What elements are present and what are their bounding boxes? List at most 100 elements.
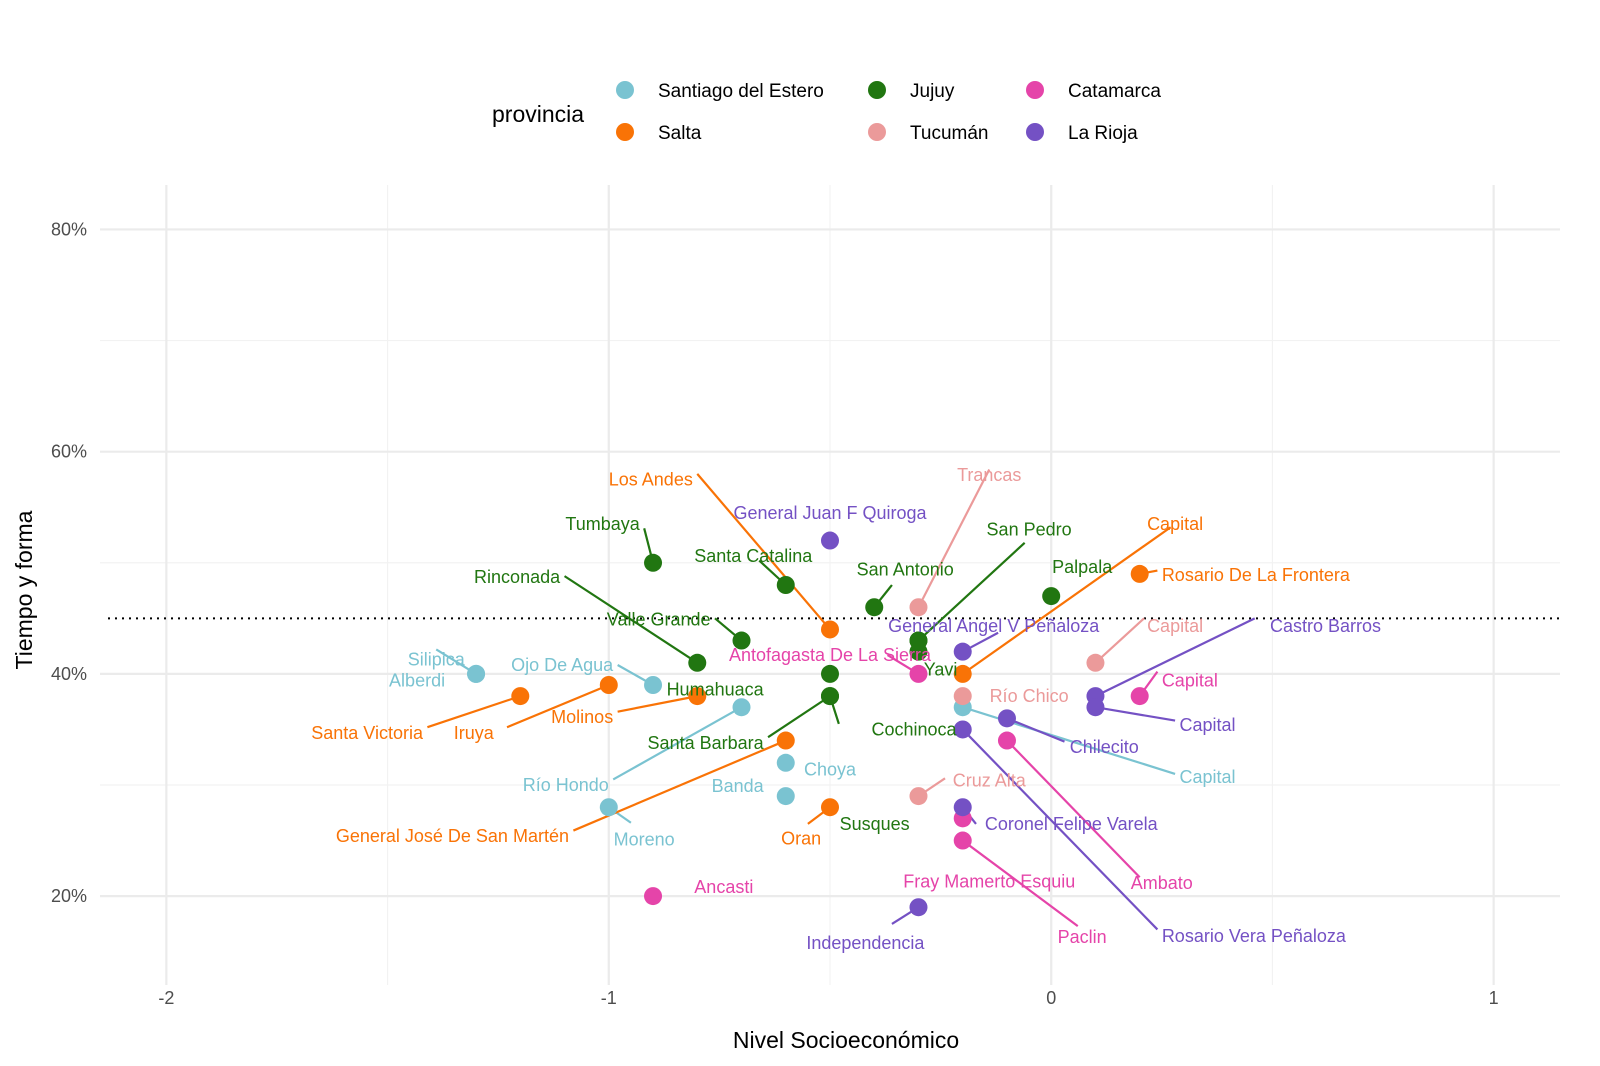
data-point-tucuman	[1086, 653, 1105, 672]
data-point-jujuy	[821, 687, 839, 706]
point-label: Choya	[804, 759, 857, 779]
point-label: San Antonio	[857, 559, 954, 579]
legend-label-catamarca: Catamarca	[1068, 81, 1161, 102]
point-label: Capital	[1162, 671, 1218, 691]
point-label: Santa Catalina	[694, 546, 813, 566]
data-point-salta	[599, 676, 618, 694]
data-point-jujuy	[909, 631, 928, 650]
point-label: General José De San Martén	[336, 826, 569, 846]
label-segment	[617, 695, 698, 713]
data-point-tucuman	[909, 598, 928, 617]
legend-label-tucuman: Tucumán	[910, 123, 989, 144]
data-point-salta	[953, 664, 972, 683]
point-label: Río Hondo	[523, 775, 609, 795]
point-label: Paclin	[1058, 927, 1107, 947]
data-point-santiago-del-estero	[644, 676, 663, 694]
label-segment	[1095, 706, 1176, 722]
point-label: Susques	[840, 814, 910, 834]
label-segment	[962, 526, 1172, 675]
point-label: Rinconada	[474, 567, 561, 587]
point-label: Tumbaya	[565, 514, 640, 534]
point-label: Antofagasta De La Sierra	[729, 645, 932, 665]
legend-key-jujuy	[868, 81, 886, 99]
legend-key-santiago-del-estero	[616, 81, 634, 99]
label-segment	[1094, 617, 1145, 664]
legend-label-jujuy: Jujuy	[910, 81, 955, 102]
point-label: Coronel Felipe Varela	[985, 814, 1159, 834]
y-tick-label: 80%	[51, 219, 87, 239]
point-label: Santa Victoria	[311, 723, 424, 743]
x-tick-label: -2	[158, 988, 174, 1008]
point-label: Capital	[1180, 715, 1236, 735]
data-point-catamarca	[997, 731, 1016, 750]
data-point-la-rioja	[997, 709, 1016, 728]
data-point-la-rioja	[821, 531, 839, 550]
point-label: Molinos	[551, 707, 613, 727]
point-label: Banda	[712, 776, 765, 796]
data-point-santiago-del-estero	[732, 698, 751, 717]
point-label: Palpala	[1052, 557, 1113, 577]
label-segments	[427, 468, 1256, 931]
data-point-santiago-del-estero	[776, 753, 795, 772]
data-point-salta	[688, 687, 707, 706]
data-point-catamarca	[909, 664, 928, 683]
point-label: Rosario Vera Peñaloza	[1162, 926, 1347, 946]
data-point-catamarca	[644, 887, 663, 906]
point-label: Ojo De Agua	[511, 655, 614, 675]
label-segment	[427, 695, 521, 729]
point-label: General Juan F Quiroga	[733, 503, 927, 523]
data-point-jujuy	[644, 553, 663, 572]
point-label: Alberdi	[389, 671, 445, 691]
point-label: Oran	[781, 828, 821, 848]
label-segment	[962, 839, 1079, 927]
legend-title: provincia	[492, 101, 584, 127]
data-point-la-rioja	[953, 798, 972, 817]
y-tick-label: 40%	[51, 664, 87, 684]
point-label: General Angel V Peñaloza	[888, 616, 1100, 636]
point-label: Fray Mamerto Esquiu	[903, 872, 1075, 892]
point-label: Capital	[1147, 514, 1203, 534]
data-point-salta	[511, 687, 530, 706]
label-segment	[961, 728, 1159, 931]
grid	[100, 185, 1560, 985]
point-label: Capital	[1180, 767, 1236, 787]
legend-label-la-rioja: La Rioja	[1068, 123, 1138, 144]
data-point-santiago-del-estero	[467, 664, 486, 683]
data-point-santiago-del-estero	[776, 787, 795, 806]
point-label: Trancas	[957, 465, 1021, 485]
legend-key-salta	[616, 123, 634, 141]
x-tick-label: -1	[601, 988, 617, 1008]
y-axis-title: Tiempo y forma	[11, 510, 37, 669]
data-point-la-rioja	[953, 720, 972, 739]
label-segment	[1006, 739, 1141, 878]
point-label: Moreno	[614, 829, 675, 849]
legend-key-catamarca	[1026, 81, 1044, 99]
x-axis-title: Nivel Socioeconómico	[733, 1027, 959, 1053]
data-point-la-rioja	[909, 898, 928, 917]
point-label: Rosario De La Frontera	[1162, 565, 1351, 585]
data-point-jujuy	[776, 576, 795, 594]
point-label: Chilecito	[1070, 737, 1139, 757]
point-label: Iruya	[454, 723, 495, 743]
point-label: Capital	[1147, 616, 1203, 636]
x-tick-label: 0	[1046, 988, 1056, 1008]
label-segment	[767, 695, 831, 739]
data-point-catamarca	[953, 831, 972, 850]
data-point-jujuy	[865, 598, 884, 617]
point-label: San Pedro	[987, 519, 1072, 539]
label-segment	[612, 706, 743, 781]
point-label: Silipica	[408, 649, 466, 669]
point-label: Castro Barros	[1270, 616, 1381, 636]
label-segment	[506, 683, 610, 729]
point-label: Cruz Alta	[953, 771, 1027, 791]
data-point-jujuy	[1042, 587, 1061, 606]
data-point-la-rioja	[953, 642, 972, 661]
y-tick-label: 60%	[51, 442, 87, 462]
data-point-jujuy	[688, 653, 707, 672]
point-label: Ancasti	[694, 877, 753, 897]
point-label: Humahuaca	[667, 679, 765, 699]
legend: provincia Santiago del Estero Salta Jujuy T…	[492, 81, 1161, 144]
legend-key-tucuman	[868, 123, 886, 141]
